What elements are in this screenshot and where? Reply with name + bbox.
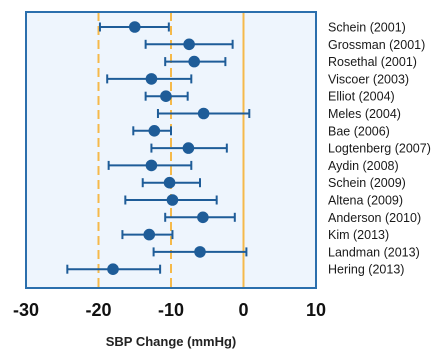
study-row [66,263,162,276]
x-tick-label: -20 [85,300,111,320]
estimate-point [148,125,161,137]
reference-lines [97,12,245,288]
study-label: Bae (2006) [328,124,390,138]
study-label: Meles (2004) [328,107,401,121]
estimate-point [197,211,209,224]
study-label: Schein (2001) [328,21,406,35]
study-row [144,38,234,51]
estimate-point [160,90,172,102]
study-row [164,55,227,68]
study-row [132,125,172,137]
x-axis-title: SBP Change (mmHg) [106,334,237,349]
x-tick-labels: -30 -20 -10 0 10 [13,300,326,320]
study-row [124,194,218,206]
estimate-point [107,263,119,276]
study-row [152,246,248,258]
x-tick-label: -30 [13,300,39,320]
study-marks [66,21,251,276]
plot-frame [25,11,317,289]
estimate-point [194,246,206,258]
estimate-point [143,228,156,241]
x-tick-label: 0 [238,300,248,320]
study-label: Landman (2013) [328,245,420,259]
study-label: Grossman (2001) [328,38,425,52]
estimate-point [166,194,179,206]
study-label: Altena (2009) [328,194,403,208]
estimate-point [182,142,195,154]
study-row [107,159,193,172]
study-label: Elliot (2004) [328,90,395,104]
study-label: Anderson (2010) [328,211,421,225]
study-row [144,90,189,102]
estimate-point [145,73,158,85]
study-row [156,107,251,120]
study-labels: Schein (2001) Grossman (2001) Rosethal (20… [328,21,431,277]
study-row [150,142,228,154]
study-label: Kim (2013) [328,228,389,242]
study-label: Aydin (2008) [328,159,399,173]
x-tick-label: -10 [158,300,184,320]
x-tick-label: 10 [306,300,326,320]
study-label: Rosethal (2001) [328,55,417,69]
study-row [106,73,193,85]
estimate-point [183,38,195,51]
study-label: Schein (2009) [328,176,406,190]
study-label: Logtenberg (2007) [328,142,431,156]
study-label: Hering (2013) [328,263,404,277]
estimate-point [188,55,200,68]
plot-area [26,12,316,288]
estimate-point [128,21,141,33]
study-row [141,176,201,189]
study-row [121,228,174,241]
study-row [164,211,236,224]
estimate-point [197,107,210,120]
study-label: Viscoer (2003) [328,72,409,86]
study-row [98,21,170,33]
estimate-point [145,159,158,172]
estimate-point [163,176,176,189]
